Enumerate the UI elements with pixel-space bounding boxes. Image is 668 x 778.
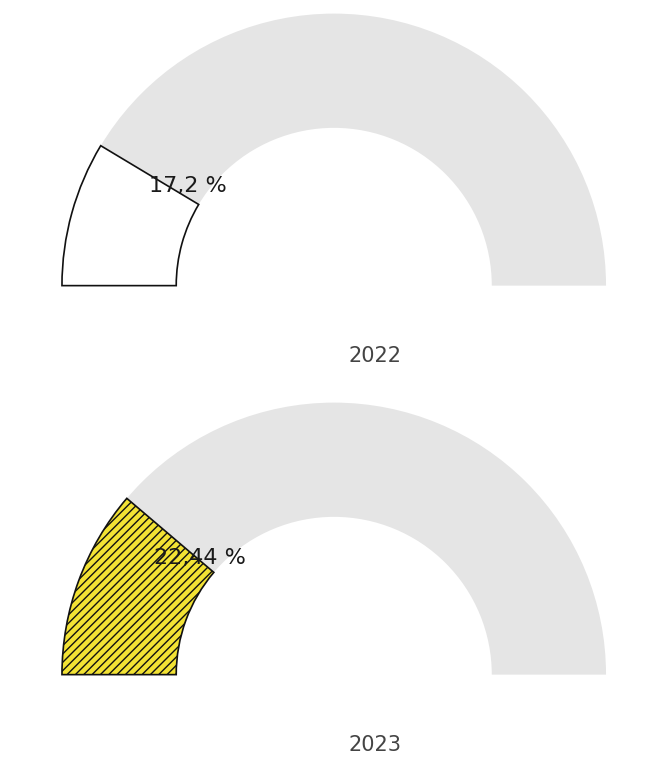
Text: 17,2 %: 17,2 % <box>149 176 226 195</box>
Wedge shape <box>62 145 198 286</box>
Text: 2022: 2022 <box>348 346 401 366</box>
Wedge shape <box>62 499 214 675</box>
Text: 22,44 %: 22,44 % <box>154 548 246 568</box>
Wedge shape <box>62 402 606 675</box>
Text: 2023: 2023 <box>348 735 401 755</box>
Wedge shape <box>62 13 606 286</box>
